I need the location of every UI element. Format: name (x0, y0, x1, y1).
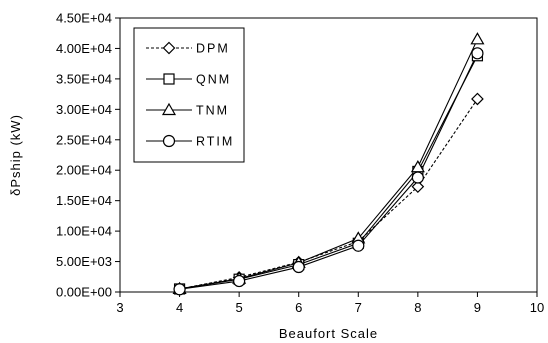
y-tick-label: 1.00E+04 (56, 224, 112, 239)
data-point-rtim (292, 260, 305, 274)
series-markers-rtim (173, 47, 484, 296)
data-point-rtim (352, 239, 365, 252)
legend-label-rtim: RTIM (196, 135, 234, 149)
y-tick-label: 2.50E+04 (56, 132, 112, 147)
x-tick-label: 3 (116, 300, 123, 315)
series-line-dpm (179, 98, 478, 290)
x-axis-title: Beaufort Scale (279, 326, 378, 341)
data-point-dpm (411, 180, 425, 194)
data-point-dpm (162, 41, 176, 55)
series-rtim (179, 53, 478, 290)
series-dpm (179, 98, 478, 290)
legend: DPM QNM TNM RTIM (133, 27, 245, 163)
y-tick-label: 2.00E+04 (56, 163, 112, 178)
legend-item-tnm: TNM (146, 102, 229, 118)
plot-border (119, 17, 538, 293)
data-point-qnm (163, 73, 175, 85)
y-tick-label: 4.00E+04 (56, 41, 112, 56)
y-tick-label: 3.50E+04 (56, 71, 112, 86)
y-tick-label: 3.00E+04 (56, 102, 112, 117)
x-tick-label: 7 (355, 300, 362, 315)
x-tick-label: 8 (414, 300, 421, 315)
y-tick-label: 1.50E+04 (56, 193, 112, 208)
series-tnm (179, 39, 478, 290)
y-axis-title: δPship (kW) (8, 114, 23, 196)
plot-area (119, 17, 538, 293)
legend-label-tnm: TNM (196, 104, 229, 118)
data-point-rtim (471, 47, 484, 60)
x-tick-label: 10 (530, 300, 544, 315)
data-point-tnm (161, 102, 177, 116)
x-tick-label: 4 (176, 300, 183, 315)
data-point-rtim (233, 274, 246, 288)
x-tick-label: 5 (236, 300, 243, 315)
x-tick-label: 6 (295, 300, 302, 315)
data-point-dpm (471, 92, 484, 106)
data-point-rtim (173, 283, 186, 296)
series-line-tnm (179, 39, 478, 290)
data-point-rtim (162, 134, 176, 148)
legend-item-rtim: RTIM (146, 134, 234, 149)
x-axis: 3 4 5 6 7 8 9 10 (116, 292, 544, 315)
y-axis: 0.00E+00 5.00E+03 1.00E+04 1.50E+04 2.00E+04… (56, 11, 120, 300)
legend-box (133, 27, 245, 163)
y-tick-label: 0.00E+00 (56, 285, 112, 300)
legend-label-qnm: QNM (196, 73, 231, 87)
legend-label-dpm: DPM (196, 42, 230, 56)
data-point-rtim (411, 171, 424, 184)
y-tick-label: 5.00E+03 (56, 254, 112, 269)
series-layer (172, 32, 485, 296)
x-tick-label: 9 (474, 300, 481, 315)
legend-item-dpm: DPM (146, 41, 230, 56)
series-line-rtim (179, 53, 478, 290)
data-point-tnm (470, 32, 485, 45)
y-tick-label: 4.50E+04 (56, 11, 112, 26)
legend-item-qnm: QNM (146, 73, 231, 87)
